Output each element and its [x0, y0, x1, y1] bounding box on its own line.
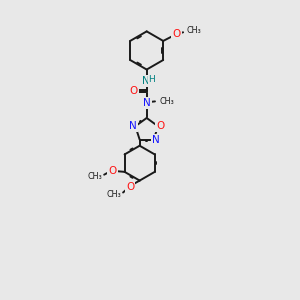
Text: H: H [148, 75, 155, 84]
Text: N: N [152, 135, 160, 145]
Text: CH₃: CH₃ [187, 26, 202, 35]
Text: N: N [129, 121, 137, 131]
Text: O: O [108, 166, 117, 176]
Text: CH₃: CH₃ [87, 172, 102, 181]
Text: O: O [126, 182, 134, 191]
Text: O: O [156, 121, 164, 131]
Text: O: O [172, 29, 181, 39]
Text: CH₃: CH₃ [160, 97, 174, 106]
Text: O: O [130, 86, 138, 96]
Text: N: N [142, 76, 150, 86]
Text: CH₃: CH₃ [106, 190, 121, 199]
Text: N: N [143, 98, 151, 108]
